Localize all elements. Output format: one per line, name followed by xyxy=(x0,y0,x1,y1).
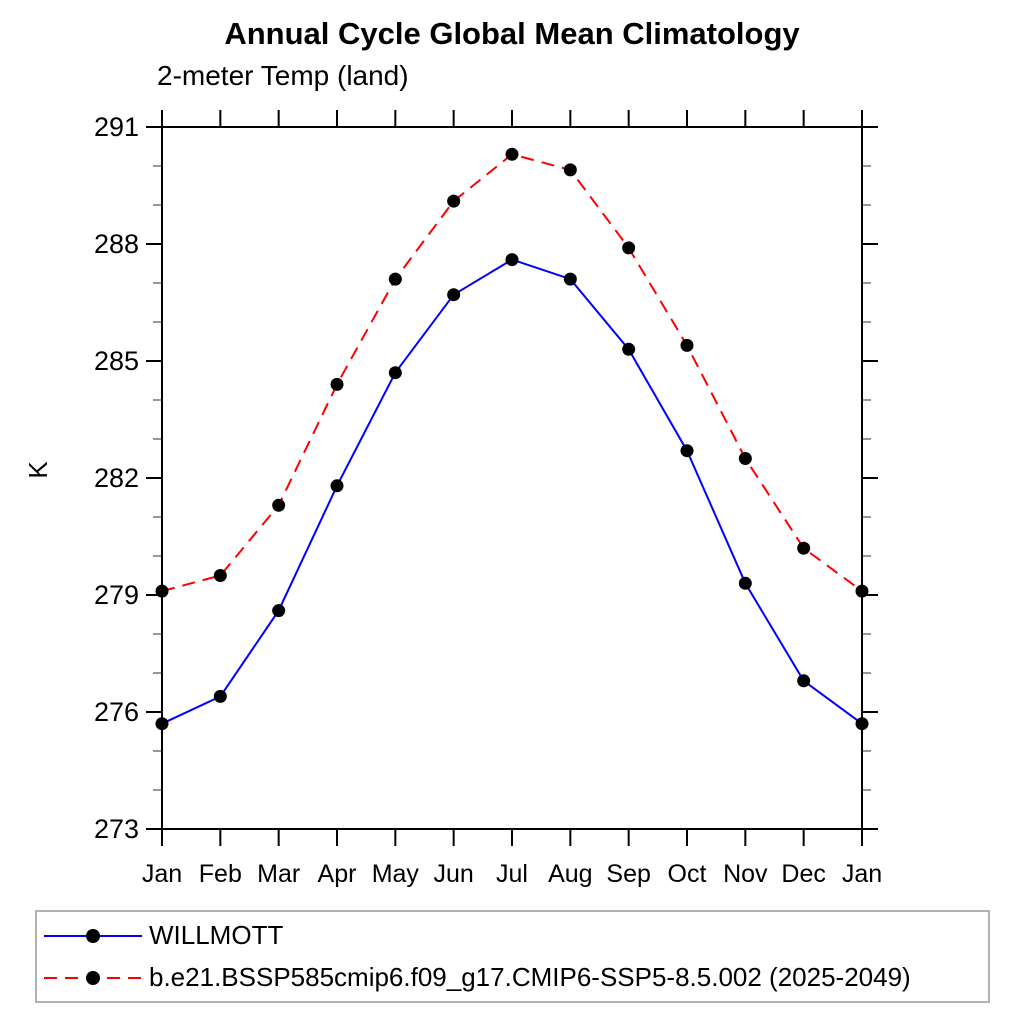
plot-generated: Jan Feb Mar Apr May Jun Jul Aug Sep Oct Nov Dec Jan2… xyxy=(94,110,882,888)
legend-line-sample-solid xyxy=(44,928,142,943)
legend-marker-icon xyxy=(86,970,100,985)
x-axis-ticks xyxy=(161,110,863,846)
legend-label-willmott: WILLMOTT xyxy=(149,920,284,950)
legend-line-sample-dashed xyxy=(44,970,142,985)
data-point-marker xyxy=(388,366,402,380)
x-axis-label: Jan xyxy=(842,860,882,888)
data-point-marker xyxy=(563,163,577,177)
series-markers-0 xyxy=(155,253,869,731)
y-axis-labels: 273 276 279 282 285 288 291 xyxy=(94,112,139,844)
y-axis-label: 282 xyxy=(94,463,139,493)
x-axis-label: Apr xyxy=(318,860,357,888)
data-point-marker xyxy=(388,272,402,286)
legend-label-model: b.e21.BSSP585cmip6.f09_g17.CMIP6-SSP5-8.… xyxy=(149,962,911,992)
chart-title: Annual Cycle Global Mean Climatology xyxy=(224,16,800,51)
y-axis-title: K xyxy=(23,461,53,479)
y-axis-label: 288 xyxy=(94,229,139,259)
x-axis-label: Sep xyxy=(606,860,650,888)
data-point-marker xyxy=(272,498,286,512)
y-axis-label: 276 xyxy=(94,697,139,727)
x-axis-label: Mar xyxy=(257,860,300,888)
data-point-marker xyxy=(855,717,869,731)
data-point-marker xyxy=(155,717,169,731)
x-axis-label: Jun xyxy=(434,860,474,888)
data-point-marker xyxy=(447,194,461,208)
data-point-marker xyxy=(738,576,752,590)
chart-subtitle: 2-meter Temp (land) xyxy=(157,60,409,91)
data-point-marker xyxy=(797,674,811,688)
y-axis-label: 273 xyxy=(94,814,139,844)
legend-item-model: b.e21.BSSP585cmip6.f09_g17.CMIP6-SSP5-8.… xyxy=(41,962,911,993)
y-axis-label: 279 xyxy=(94,580,139,610)
x-axis-label: Feb xyxy=(199,860,242,888)
y-axis-label: 285 xyxy=(94,346,139,376)
x-axis-label: Dec xyxy=(781,860,825,888)
x-axis-labels: Jan Feb Mar Apr May Jun Jul Aug Sep Oct Nov Dec Jan xyxy=(142,860,882,888)
x-axis-label: Aug xyxy=(548,860,592,888)
data-point-marker xyxy=(330,377,344,391)
data-point-marker xyxy=(272,604,286,618)
y-axis-label: 291 xyxy=(94,112,139,142)
x-axis-label: Nov xyxy=(723,860,768,888)
data-point-marker xyxy=(505,253,519,267)
data-point-marker xyxy=(213,689,227,703)
x-axis-label: Jul xyxy=(496,860,528,888)
y-axis-ticks xyxy=(146,126,878,830)
data-point-marker xyxy=(622,241,636,255)
x-axis-label: Oct xyxy=(668,860,707,888)
legend: WILLMOTT b.e21.BSSP585cmip6.f09_g17.CMIP… xyxy=(35,910,990,1003)
data-point-marker xyxy=(738,452,752,465)
data-point-marker xyxy=(680,444,694,458)
data-point-marker xyxy=(563,272,577,286)
data-point-marker xyxy=(855,584,869,598)
x-axis-label: May xyxy=(372,860,420,888)
y-axis-minor-ticks xyxy=(153,165,871,791)
data-point-marker xyxy=(622,342,636,356)
data-point-marker xyxy=(213,569,227,582)
data-point-marker xyxy=(447,288,461,302)
series-line-0 xyxy=(161,258,863,725)
data-point-marker xyxy=(797,541,811,555)
data-point-marker xyxy=(680,338,694,352)
legend-item-willmott: WILLMOTT xyxy=(41,920,283,951)
data-point-marker xyxy=(505,147,519,161)
series-line-1 xyxy=(161,153,863,593)
data-point-marker xyxy=(155,584,169,598)
series-markers-1 xyxy=(155,147,869,598)
legend-marker-icon xyxy=(86,928,100,943)
data-point-marker xyxy=(330,479,344,493)
x-axis-label: Jan xyxy=(142,860,182,888)
